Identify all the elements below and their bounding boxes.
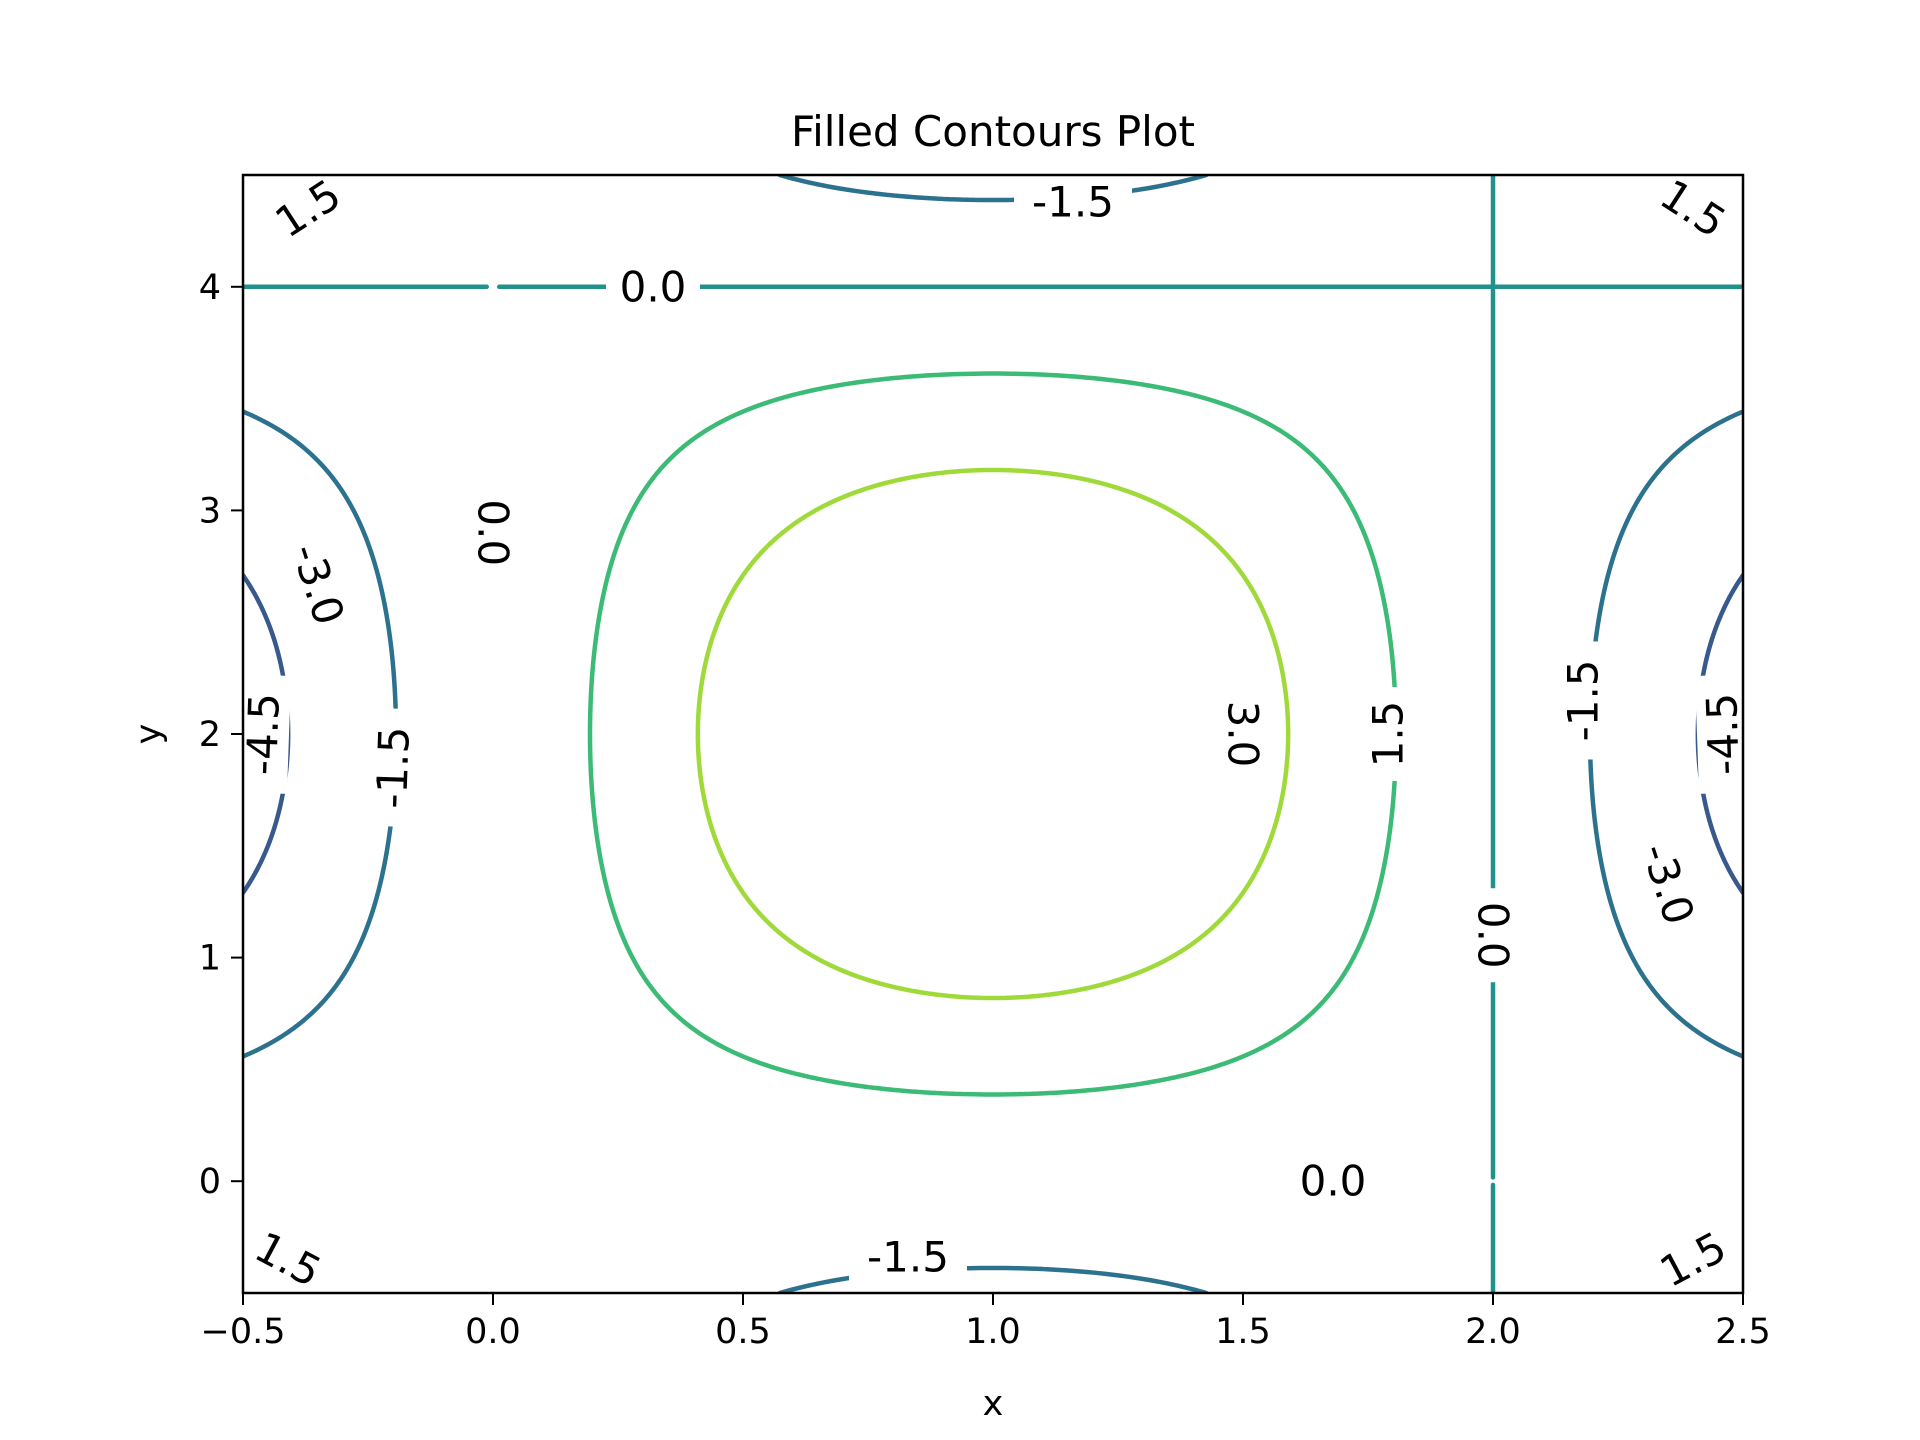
contour-label: -3.0	[275, 520, 361, 649]
contour-label-background	[1639, 175, 1743, 256]
x-axis-label: x	[983, 1384, 1004, 1424]
contour-label-text: 1.5	[1364, 701, 1413, 768]
contour-label-background	[606, 260, 700, 313]
contour-line-level	[695, 467, 1291, 1001]
contour-label-background	[1217, 687, 1269, 781]
y-tick-label: 2	[199, 715, 221, 755]
x-tick-label: 2.0	[1465, 1312, 1521, 1352]
contour-label-background	[1286, 1155, 1380, 1208]
contour-label: -4.5	[1694, 674, 1749, 794]
contour-labels: 1.5 -1.5 1.5 0.0 0.0 -3.0 -4.5 -1.5 3.0 1.5 -1.5 -4…	[237, 175, 1749, 1293]
contour-label-background	[1014, 175, 1132, 228]
contour-line-level	[587, 371, 1399, 1097]
contour-label: 0.0	[467, 485, 519, 580]
contour-label-background	[254, 175, 362, 256]
contour-label: -1.5	[1557, 641, 1609, 760]
contour-label-text: -3.0	[1632, 837, 1704, 930]
contour-label-background	[243, 674, 292, 794]
contour-label-text: 0.0	[620, 262, 687, 311]
contour-label: -3.0	[1625, 819, 1711, 948]
contour-label-background	[364, 707, 422, 828]
x-tick-label: 1.5	[1215, 1312, 1271, 1352]
x-tick-label: 0.5	[715, 1312, 771, 1352]
y-axis-label: y	[129, 724, 169, 745]
contour-label-text: -1.5	[1032, 177, 1114, 226]
contour-label-background	[849, 1231, 967, 1284]
contour-label: -4.5	[237, 674, 292, 794]
y-tick-label: 4	[199, 268, 221, 308]
contour-line-level	[243, 175, 1743, 1293]
contour-label-background	[1557, 641, 1609, 760]
x-tick-label: −0.5	[201, 1312, 286, 1352]
contour-label-text: -3.0	[282, 538, 354, 631]
contour-label-text: -1.5	[1559, 659, 1608, 741]
contour-label: 0.0	[606, 260, 700, 313]
contour-label-background	[1625, 819, 1711, 948]
contour-label-text: 0.0	[1300, 1157, 1367, 1206]
contour-label: 0.0	[1467, 888, 1519, 983]
contour-label-background	[1639, 1214, 1743, 1293]
contour-label: 1.5	[1362, 687, 1414, 781]
contour-label-text: 0.0	[1469, 902, 1518, 969]
contour-label-text: -4.5	[1697, 692, 1749, 776]
contour-label-background	[1362, 687, 1414, 781]
x-tick-label: 0.0	[465, 1312, 521, 1352]
contour-label-text: -1.5	[867, 1233, 949, 1282]
contour-label-text: 0.0	[469, 499, 518, 566]
x-tick-label: 1.0	[965, 1312, 1021, 1352]
contour-line-level	[243, 175, 1743, 1293]
contour-label-background	[467, 485, 519, 580]
y-tick-label: 0	[199, 1162, 221, 1202]
contour-label-background	[1694, 674, 1743, 794]
contour-label: -1.5	[849, 1231, 967, 1284]
contour-label: -1.5	[1014, 175, 1132, 228]
contour-label: 3.0	[1217, 687, 1269, 781]
contour-line-level	[243, 573, 1743, 895]
contour-label-text: 3.0	[1219, 701, 1268, 768]
contour-label: 1.5	[1639, 1214, 1743, 1293]
contour-label: 1.5	[243, 1214, 342, 1293]
contour-label-text: -1.5	[367, 726, 419, 810]
plot-area-frame	[241, 173, 1745, 1295]
y-tick-label: 1	[199, 939, 221, 979]
contour-label: -1.5	[364, 707, 422, 828]
contour-label-background	[1467, 888, 1519, 983]
contour-lines	[243, 175, 1743, 1293]
x-axis-ticks: −0.5 0.0 0.5 1.0 1.5 2.0 2.5	[201, 1293, 1771, 1352]
chart-title: Filled Contours Plot	[791, 107, 1195, 156]
y-axis-ticks: 0 1 2 3 4	[199, 268, 243, 1202]
x-tick-label: 2.5	[1715, 1312, 1771, 1352]
contour-label-background	[275, 520, 361, 649]
contour-label: 0.0	[1286, 1155, 1380, 1208]
y-tick-label: 3	[199, 491, 221, 531]
contour-label-text: -4.5	[237, 692, 289, 776]
contour-label-background	[243, 1214, 342, 1293]
